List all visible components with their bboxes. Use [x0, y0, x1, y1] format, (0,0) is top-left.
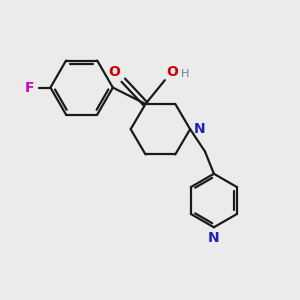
Text: O: O	[108, 65, 120, 79]
Text: F: F	[25, 81, 34, 94]
Text: N: N	[208, 231, 220, 245]
Text: O: O	[166, 65, 178, 79]
Text: H: H	[181, 69, 190, 79]
Text: N: N	[194, 122, 205, 136]
